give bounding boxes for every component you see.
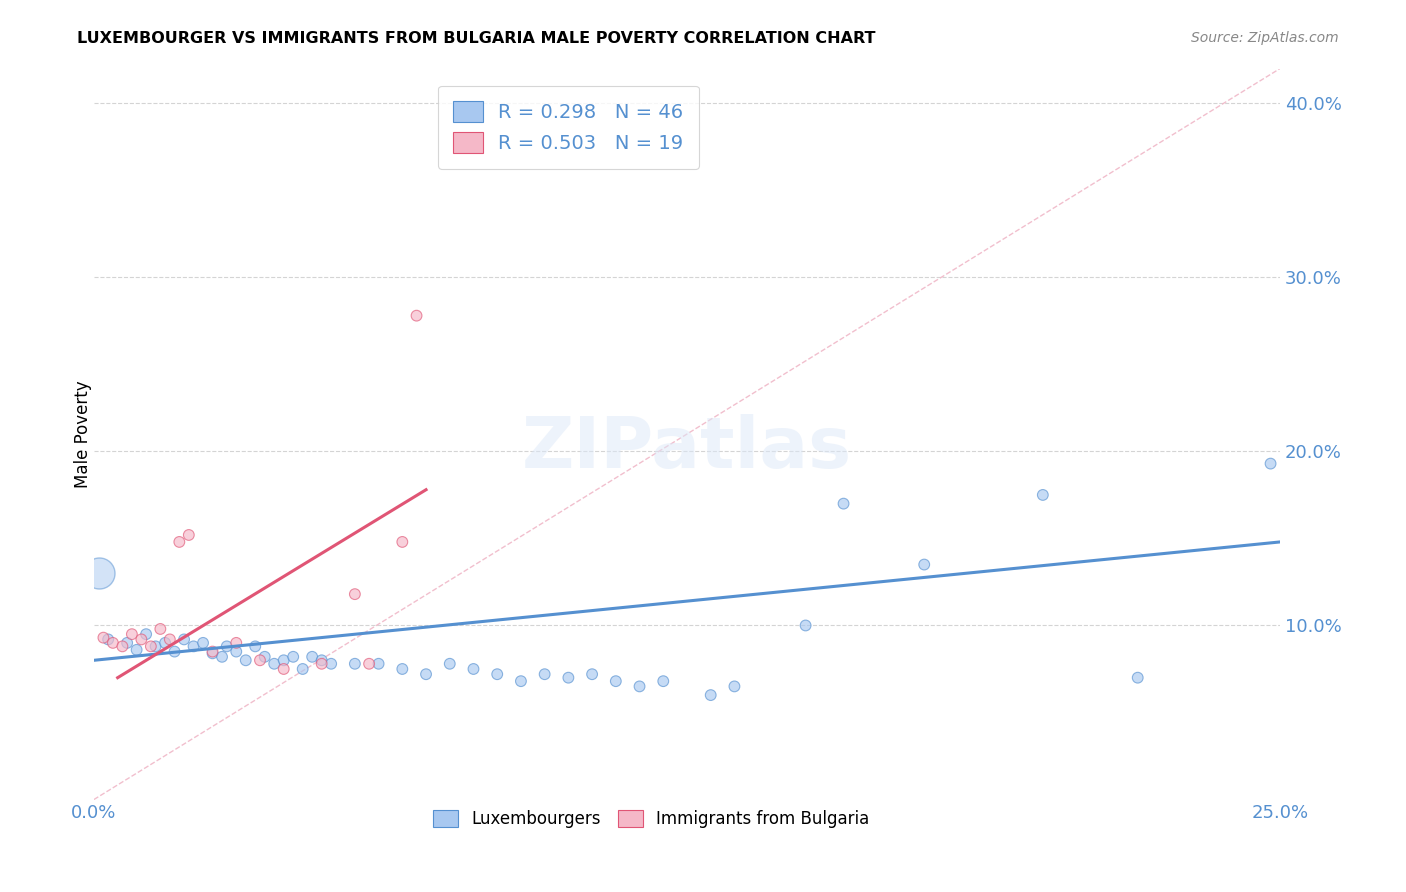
Point	[723, 679, 745, 693]
Point	[605, 674, 627, 689]
Point	[291, 662, 314, 676]
Point	[652, 674, 675, 689]
Point	[510, 674, 533, 689]
Point	[301, 649, 323, 664]
Point	[87, 566, 110, 581]
Point	[135, 627, 157, 641]
Point	[145, 640, 167, 654]
Point	[391, 662, 413, 676]
Point	[321, 657, 343, 671]
Point	[628, 679, 651, 693]
Point	[1126, 671, 1149, 685]
Point	[159, 632, 181, 647]
Point	[311, 653, 333, 667]
Point	[201, 646, 224, 660]
Point	[343, 657, 366, 671]
Point	[1260, 457, 1282, 471]
Point	[215, 640, 238, 654]
Point	[153, 636, 176, 650]
Point	[131, 632, 153, 647]
Legend: Luxembourgers, Immigrants from Bulgaria: Luxembourgers, Immigrants from Bulgaria	[426, 804, 876, 835]
Point	[486, 667, 509, 681]
Point	[93, 631, 115, 645]
Point	[415, 667, 437, 681]
Point	[173, 632, 195, 647]
Point	[201, 644, 224, 658]
Text: Source: ZipAtlas.com: Source: ZipAtlas.com	[1191, 31, 1339, 45]
Point	[832, 497, 855, 511]
Point	[283, 649, 305, 664]
Text: LUXEMBOURGER VS IMMIGRANTS FROM BULGARIA MALE POVERTY CORRELATION CHART: LUXEMBOURGER VS IMMIGRANTS FROM BULGARIA…	[77, 31, 876, 46]
Point	[111, 640, 134, 654]
Point	[183, 640, 205, 654]
Point	[225, 644, 247, 658]
Point	[391, 535, 413, 549]
Text: ZIPatlas: ZIPatlas	[522, 414, 852, 483]
Point	[163, 644, 186, 658]
Point	[1032, 488, 1054, 502]
Point	[263, 657, 285, 671]
Point	[311, 657, 333, 671]
Point	[245, 640, 267, 654]
Point	[115, 636, 138, 650]
Point	[169, 535, 191, 549]
Point	[149, 622, 172, 636]
Point	[249, 653, 271, 667]
Point	[101, 636, 124, 650]
Point	[699, 688, 721, 702]
Point	[794, 618, 817, 632]
Point	[125, 643, 148, 657]
Point	[191, 636, 214, 650]
Point	[177, 528, 200, 542]
Y-axis label: Male Poverty: Male Poverty	[75, 380, 91, 488]
Point	[367, 657, 389, 671]
Point	[225, 636, 247, 650]
Point	[235, 653, 257, 667]
Point	[97, 632, 120, 647]
Point	[581, 667, 603, 681]
Point	[439, 657, 461, 671]
Point	[253, 649, 276, 664]
Point	[359, 657, 381, 671]
Point	[211, 649, 233, 664]
Point	[139, 640, 162, 654]
Point	[405, 309, 427, 323]
Point	[121, 627, 143, 641]
Point	[463, 662, 485, 676]
Point	[343, 587, 366, 601]
Point	[273, 662, 295, 676]
Point	[273, 653, 295, 667]
Point	[533, 667, 555, 681]
Point	[912, 558, 935, 572]
Point	[557, 671, 579, 685]
